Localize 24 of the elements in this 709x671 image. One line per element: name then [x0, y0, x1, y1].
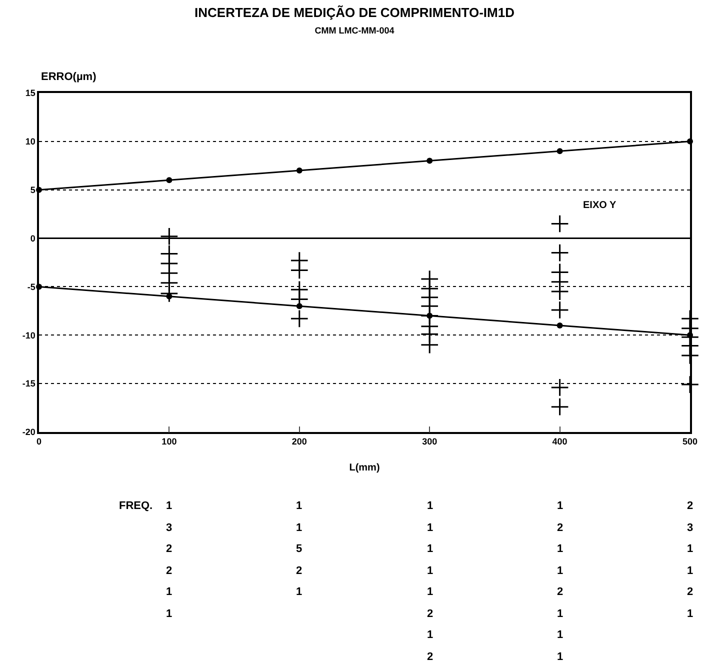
chart-title: INCERTEZA DE MEDIÇÃO DE COMPRIMENTO-IM1D [194, 4, 514, 20]
y-tick-label: 15 [25, 88, 36, 98]
y-tick-label: 10 [25, 136, 36, 147]
y-tick-label: -5 [27, 282, 36, 292]
text: 1 3 2 2 1 1 [166, 500, 172, 620]
y-tick-label: -20 [22, 427, 36, 438]
y-tick-label: 5 [30, 185, 36, 196]
y-tick-label: -15 [22, 378, 36, 389]
x-tick-label: 200 [292, 436, 307, 447]
chart-subtitle: CMM LMC-MM-004 [314, 26, 394, 36]
y-tick-label: 0 [30, 233, 36, 244]
text: 1 1 5 2 1 [296, 500, 302, 598]
y-axis-title: ERRO(µm) [41, 71, 97, 83]
text: FREQ. [119, 500, 153, 512]
x-tick-label: 100 [162, 436, 177, 447]
x-tick-label: 300 [422, 436, 438, 447]
x-tick-label: 500 [682, 436, 698, 447]
text: 2 3 1 1 2 1 [687, 500, 694, 620]
annotation: EIXO Y [583, 200, 616, 211]
text: 1 1 1 1 1 2 1 2 [427, 500, 434, 663]
text: 1 2 1 1 2 1 1 1 [557, 500, 564, 663]
x-tick-label: 400 [552, 436, 568, 447]
y-tick-label: -10 [22, 330, 36, 340]
x-axis-title: L(mm) [349, 462, 380, 474]
